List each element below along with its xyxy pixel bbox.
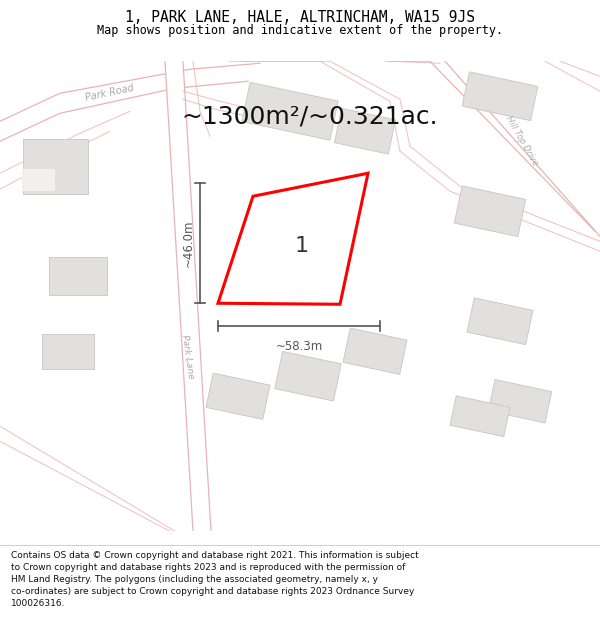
Text: ~1300m²/~0.321ac.: ~1300m²/~0.321ac. [182,104,439,128]
Polygon shape [334,108,395,154]
Text: 1: 1 [295,236,309,256]
Polygon shape [242,82,338,140]
Text: ~58.3m: ~58.3m [275,340,323,353]
Polygon shape [462,72,538,121]
Polygon shape [343,328,407,374]
Polygon shape [488,379,551,423]
Polygon shape [165,61,211,531]
Text: Park Lane: Park Lane [181,334,196,379]
Polygon shape [450,396,510,437]
Polygon shape [454,186,526,237]
Text: ~46.0m: ~46.0m [182,219,194,267]
Polygon shape [467,298,533,344]
Polygon shape [0,63,260,141]
Polygon shape [430,61,600,236]
Polygon shape [49,258,107,295]
Text: 1, PARK LANE, HALE, ALTRINCHAM, WA15 9JS: 1, PARK LANE, HALE, ALTRINCHAM, WA15 9JS [125,11,475,26]
Polygon shape [22,169,55,191]
Text: Contains OS data © Crown copyright and database right 2021. This information is : Contains OS data © Crown copyright and d… [11,551,419,608]
Polygon shape [275,351,341,401]
Polygon shape [23,139,88,194]
Polygon shape [206,373,270,419]
Polygon shape [42,334,94,369]
Text: Park Road: Park Road [85,83,136,103]
Text: Map shows position and indicative extent of the property.: Map shows position and indicative extent… [97,24,503,37]
Text: Hill Top Drive: Hill Top Drive [504,115,540,168]
